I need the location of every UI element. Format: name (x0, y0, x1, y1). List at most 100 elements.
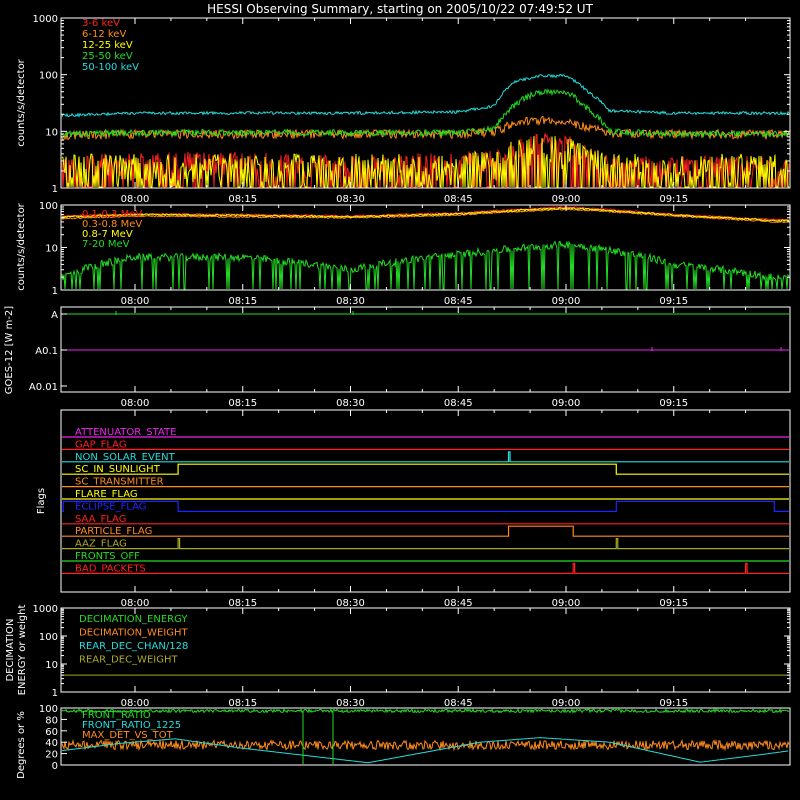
flag-label: GAP_FLAG (75, 439, 127, 450)
plot-frame (60, 17, 791, 189)
y-tick-label: 1000 (33, 604, 58, 615)
y-tick-label: 0 (52, 761, 58, 772)
panel-decimation: 08:00 08:15 08:30 08:45 09:00 09:15 1 10 100 1000… (5, 604, 791, 709)
y-tick-label: A0.01 (29, 382, 58, 393)
figure-title: HESSI Observing Summary, starting on 200… (207, 2, 593, 16)
x-tick-label: 08:00 (121, 398, 150, 409)
plot-frame (60, 607, 791, 693)
x-tick-label: 08:30 (336, 698, 365, 709)
flag-label: NON_SOLAR_EVENT (75, 452, 176, 463)
legend-label: 0.3-0.8 MeV (82, 219, 142, 230)
y-tick-label: 1 (52, 184, 58, 195)
x-tick-label: 08:15 (228, 698, 257, 709)
y-tick-label: A (51, 310, 58, 321)
series-7-20-mev (61, 240, 790, 290)
x-tick-label: 08:00 (121, 296, 150, 307)
y-axis-label: counts/s/detector (16, 202, 27, 290)
flag-trace (62, 463, 789, 475)
series-12-25-kev (61, 136, 790, 189)
flag-label: AAZ_FLAG (75, 539, 127, 550)
y-tick-label: 10 (45, 127, 58, 138)
flag-label: ECLIPSE_FLAG (75, 501, 146, 512)
x-tick-label: 08:45 (444, 194, 473, 205)
x-tick-label: 08:15 (228, 598, 257, 609)
legend-label: 12-25 keV (82, 40, 133, 51)
y-tick-label: 40 (45, 738, 58, 749)
y-tick-label: 100 (39, 71, 58, 82)
y-tick-label: 10 (45, 244, 58, 255)
series-max-det-vs-tot (61, 738, 790, 752)
y-tick-label: 1000 (33, 14, 58, 25)
y-tick-label: 100 (39, 632, 58, 643)
series-0-8-7-mev (61, 207, 790, 222)
flag-label: SC_TRANSMITTER (75, 477, 164, 488)
flag-trace (62, 538, 789, 550)
x-tick-label: 08:30 (336, 598, 365, 609)
y-tick-label: 1 (52, 286, 58, 297)
x-tick-label: 08:00 (121, 598, 150, 609)
legend-label: DECIMATION_ENERGY (79, 614, 188, 625)
flag-label: FLARE_FLAG (75, 489, 138, 500)
series-6-12-kev (61, 115, 790, 141)
x-tick-label: 08:15 (228, 194, 257, 205)
x-tick-label: 08:00 (121, 194, 150, 205)
panel-low-energy: 08:00 08:15 08:30 08:45 09:00 09:15 1 10 100 1000… (16, 14, 791, 205)
flag-trace (62, 451, 789, 463)
legend-label: 0.8-7 MeV (82, 229, 133, 240)
x-tick-label: 09:15 (659, 194, 688, 205)
y-tick-label: A0.1 (35, 346, 58, 357)
flag-label: SC_IN_SUNLIGHT (75, 464, 161, 475)
flag-label: FRONTS_OFF (75, 551, 140, 562)
flag-label: SAA_FLAG (75, 514, 126, 525)
y-tick-label: 1 (52, 688, 58, 699)
y-tick-label: 10 (45, 660, 58, 671)
series-25-50-kev (61, 88, 790, 139)
x-tick-label: 09:15 (659, 698, 688, 709)
series-0-3-0-8-mev (61, 208, 790, 224)
x-tick-label: 09:00 (552, 698, 581, 709)
panel-flags: ATTENUATOR_STATEGAP_FLAGNON_SOLAR_EVENTS… (36, 409, 791, 609)
series-50-100-kev (61, 73, 790, 118)
flag-label: BAD_PACKETS (75, 563, 146, 574)
y-axis-label: counts/s/detector (16, 58, 27, 146)
series-front-ratio-1225 (61, 737, 789, 764)
legend-label: MAX_DET_VS_TOT (82, 730, 174, 741)
y-axis-label: GOES-12 [W m-2] (4, 306, 15, 394)
series-0-1-0-3-mev (61, 206, 790, 222)
legend-label: 0.1-0.3 MeV (82, 209, 142, 220)
y-tick-label: 20 (45, 750, 58, 761)
x-tick-label: 08:45 (444, 296, 473, 307)
plot-frame (60, 409, 791, 593)
x-tick-label: 08:30 (336, 194, 365, 205)
y-tick-label: 80 (45, 715, 58, 726)
legend-label: 50-100 keV (82, 62, 139, 73)
x-tick-label: 08:45 (444, 598, 473, 609)
x-tick-label: 09:00 (552, 296, 581, 307)
y-axis-label: ENERGY or weight (17, 605, 28, 696)
flag-trace (62, 500, 789, 512)
legend-label: FRONT_RATIO_1225 (82, 720, 181, 731)
x-tick-label: 09:15 (659, 598, 688, 609)
y-tick-label: 60 (45, 727, 58, 738)
x-tick-label: 09:00 (552, 398, 581, 409)
series-front-ratio (61, 707, 790, 714)
x-tick-label: 08:00 (121, 698, 150, 709)
x-tick-label: 08:45 (444, 698, 473, 709)
y-axis-label: Degrees or % (16, 711, 27, 779)
flag-trace (62, 525, 789, 537)
legend-label: REAR_DEC_CHAN/128 (79, 641, 188, 652)
legend-label: 7-20 MeV (82, 239, 130, 250)
legend-label: FRONT_RATIO (82, 710, 151, 721)
x-tick-label: 08:45 (444, 398, 473, 409)
x-tick-label: 09:00 (552, 194, 581, 205)
flag-trace (62, 562, 789, 574)
legend-label: DECIMATION_WEIGHT (79, 628, 188, 639)
legend-label: 3-6 keV (82, 18, 120, 29)
y-tick-label: 100 (39, 201, 58, 212)
y-tick-label: 100 (39, 704, 58, 715)
legend-label: 6-12 keV (82, 29, 126, 40)
x-tick-label: 08:15 (228, 296, 257, 307)
legend-label: REAR_DEC_WEIGHT (79, 655, 178, 666)
